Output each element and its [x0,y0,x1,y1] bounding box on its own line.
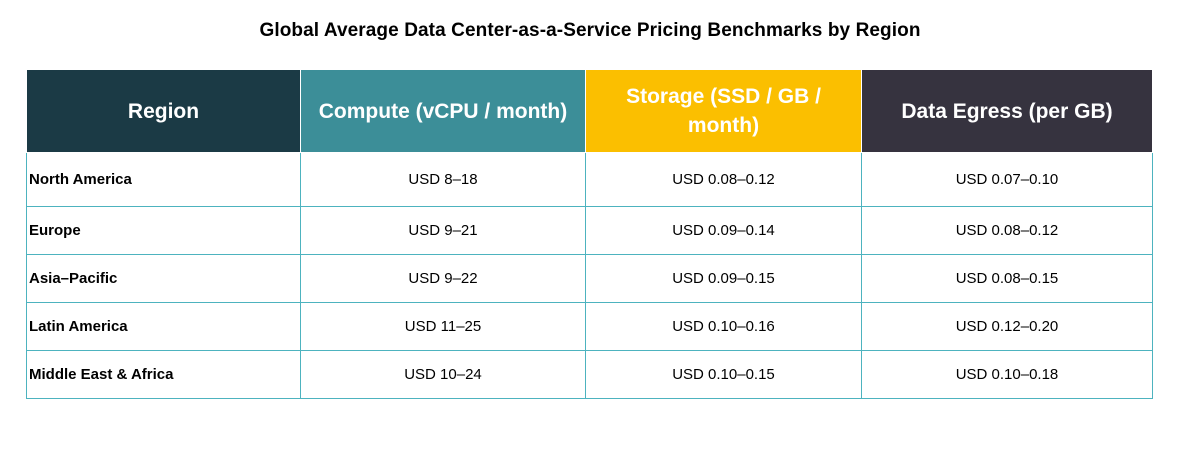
region-cell: North America [26,152,301,207]
table-row: Asia–Pacific USD 9–22 USD 0.09–0.15 USD … [26,254,1153,303]
region-cell: Asia–Pacific [26,254,301,303]
table-row: Middle East & Africa USD 10–24 USD 0.10–… [26,350,1153,399]
header-region: Region [26,69,301,153]
egress-cell: USD 0.08–0.15 [861,254,1153,303]
table-row: North America USD 8–18 USD 0.08–0.12 USD… [26,152,1153,207]
header-compute: Compute (vCPU / month) [300,69,586,153]
table-row: Latin America USD 11–25 USD 0.10–0.16 US… [26,302,1153,351]
pricing-table: Region Compute (vCPU / month) Storage (S… [26,69,1153,399]
compute-cell: USD 11–25 [300,302,586,351]
region-cell: Middle East & Africa [26,350,301,399]
storage-cell: USD 0.10–0.15 [585,350,862,399]
storage-cell: USD 0.09–0.15 [585,254,862,303]
header-egress: Data Egress (per GB) [861,69,1153,153]
region-cell: Europe [26,206,301,255]
compute-cell: USD 8–18 [300,152,586,207]
header-storage: Storage (SSD / GB / month) [585,69,862,153]
egress-cell: USD 0.07–0.10 [861,152,1153,207]
egress-cell: USD 0.10–0.18 [861,350,1153,399]
storage-cell: USD 0.09–0.14 [585,206,862,255]
page-title: Global Average Data Center-as-a-Service … [259,20,921,41]
compute-cell: USD 9–21 [300,206,586,255]
compute-cell: USD 10–24 [300,350,586,399]
table-header-row: Region Compute (vCPU / month) Storage (S… [26,69,1153,153]
storage-cell: USD 0.10–0.16 [585,302,862,351]
table-row: Europe USD 9–21 USD 0.09–0.14 USD 0.08–0… [26,206,1153,255]
egress-cell: USD 0.12–0.20 [861,302,1153,351]
storage-cell: USD 0.08–0.12 [585,152,862,207]
region-cell: Latin America [26,302,301,351]
compute-cell: USD 9–22 [300,254,586,303]
egress-cell: USD 0.08–0.12 [861,206,1153,255]
